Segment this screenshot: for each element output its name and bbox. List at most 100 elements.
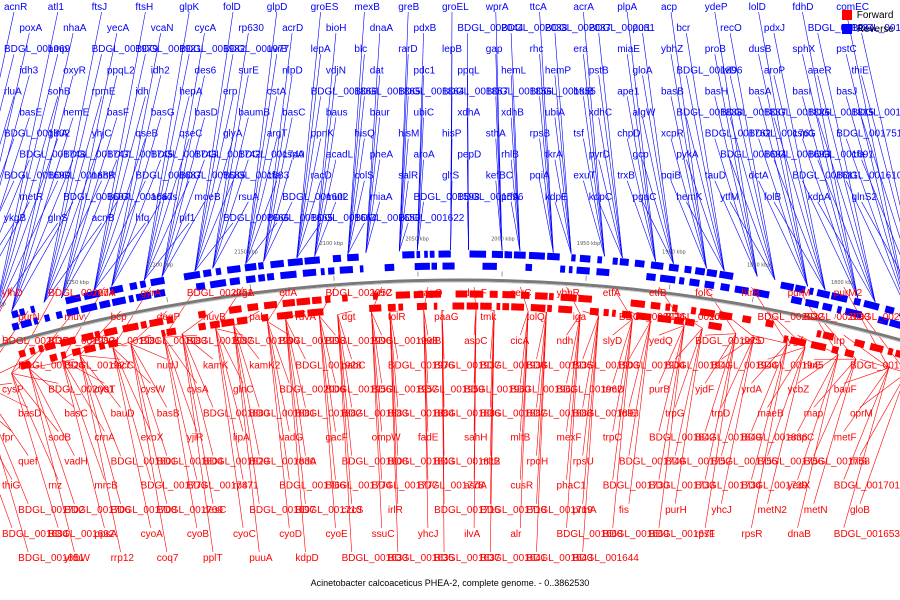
reverse-gene-leader [598,159,623,258]
reverse-gene-leader [845,54,900,281]
forward-gene-leader [181,333,214,360]
forward-gene-feature [534,292,548,300]
forward-gene-leader [704,286,737,334]
reverse-gene-label: kdpE [545,192,568,203]
reverse-gene-label: BDGL_001596 [457,192,524,203]
reverse-gene-label: tsf [573,129,584,140]
forward-gene-leader [473,310,477,528]
forward-gene-leader [130,343,167,360]
reverse-gene-leader [598,201,623,258]
reverse-gene-leader [467,201,469,251]
forward-gene-label: cysP [2,384,24,395]
reverse-gene-feature [790,295,803,305]
forward-gene-label: BDGL_002033 [804,312,871,323]
reverse-gene-feature [752,288,770,299]
reverse-gene-leader [144,222,190,281]
reverse-gene-leader [626,11,656,262]
forward-gene-leader [704,333,737,432]
forward-gene-label: vadG [279,433,303,444]
forward-gene-leader [423,310,429,336]
reverse-gene-leader [817,33,876,303]
reverse-gene-label: BDGL_001664 [311,213,378,224]
reverse-gene-label: basH [705,86,728,97]
forward-gene-label: BDGL_001843 [388,457,455,468]
reverse-gene-label: nahR [92,171,116,182]
reverse-gene-feature [659,274,676,284]
reverse-gene-leader [714,11,758,277]
forward-gene-label: rpsF [695,529,715,540]
forward-gene-leader [0,310,29,353]
reverse-gene-leader [817,75,876,303]
reverse-gene-feature [80,302,98,314]
forward-gene-leader [215,328,244,528]
forward-gene-label: quef [18,457,38,468]
forward-gene-feature [18,349,27,358]
reverse-gene-leader [398,96,409,252]
reverse-gene-leader [670,54,707,269]
reverse-gene-leader [0,138,15,179]
reverse-gene-label: hisM [398,129,419,140]
reverse-gene-feature [853,297,862,306]
reverse-gene-feature [20,318,33,329]
reverse-gene-leader [194,96,234,272]
forward-gene-feature [49,353,58,362]
reverse-gene-label: BDGL_001743 [151,150,218,161]
forward-gene-leader [859,383,900,456]
reverse-gene-label: pstB [589,65,609,76]
reverse-gene-label: rhlB [501,150,519,161]
reverse-gene-label: xdhB [501,107,524,118]
legend-swatch-reverse [841,24,852,34]
forward-gene-label: BDGL_001957 [372,384,439,395]
reverse-gene-label: miaE [617,44,640,55]
forward-gene-leader [658,325,685,336]
reverse-gene-leader [598,33,623,258]
forward-gene-feature [560,293,577,302]
genome-backbone [0,278,900,349]
reverse-gene-feature [718,270,734,280]
reverse-gene-label: cfa [852,150,866,161]
reverse-gene-leader [802,138,859,298]
forward-gene-leader [267,321,290,336]
forward-gene-label: rpsU [573,457,594,468]
forward-gene-leader [797,354,839,528]
forward-gene-leader [79,354,121,360]
forward-gene-label: mltB [480,457,500,468]
forward-gene-label: BDGL_001881 [249,408,316,419]
reverse-gene-leader [758,138,808,287]
forward-gene-label: BDGL_001755 [711,457,778,468]
forward-gene-feature [228,305,242,314]
forward-gene-label: yjiR [187,433,204,444]
reverse-gene-label: ykgB [4,213,27,224]
reverse-gene-leader [861,201,900,272]
reverse-gene-label: BDGL_002044 [457,23,524,34]
forward-gene-leader [181,333,214,408]
reverse-gene-leader [0,96,59,298]
reverse-gene-feature [816,289,831,299]
reverse-gene-leader [296,222,321,259]
forward-gene-leader [751,343,788,480]
forward-gene-leader [112,347,151,480]
forward-gene-label: BDGL_001904 [619,360,686,371]
reverse-gene-label: btuB [573,86,594,97]
forward-gene-label: BDGL_001882 [295,408,362,419]
forward-gene-label: nadB [418,336,442,347]
forward-gene-leader [29,358,75,369]
reverse-gene-feature [304,256,321,265]
reverse-gene-leader [194,54,234,272]
forward-gene-feature [844,348,855,358]
reverse-gene-leader [0,11,59,291]
forward-gene-feature [263,300,278,310]
reverse-gene-label: ytfM [720,192,739,203]
reverse-gene-label: yecA [107,23,130,34]
reverse-gene-leader [861,33,900,207]
reverse-gene-label: fdhD [792,2,813,13]
forward-gene-leader [721,336,755,408]
forward-gene-leader [767,347,806,456]
reverse-gene-leader [583,180,605,257]
reverse-gene-feature [209,279,227,289]
reverse-gene-label: era [573,44,588,55]
reverse-gene-feature [109,284,124,295]
reverse-gene-label: BDGL_001666 [223,213,290,224]
forward-gene-leader [674,328,703,456]
reverse-gene-leader [194,11,234,272]
